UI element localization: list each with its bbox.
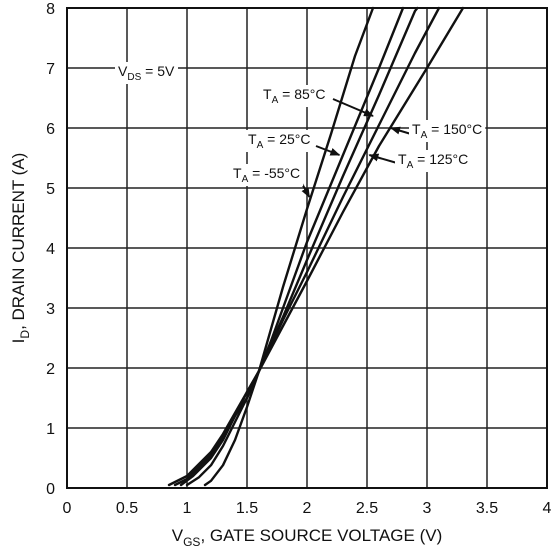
annotation-arrow-25c xyxy=(315,145,341,156)
curves xyxy=(167,6,465,487)
x-tick-label-8: 4 xyxy=(543,500,552,517)
x-axis-title: VGS, GATE SOURCE VOLTAGE (V) xyxy=(172,526,443,549)
x-tick-label-3: 1.5 xyxy=(236,500,258,517)
y-tick-label-3: 3 xyxy=(46,301,55,318)
annotation-background-85c xyxy=(260,85,329,107)
annotation-vds: VDS = 5V xyxy=(118,63,175,83)
x-tick-label-1: 0.5 xyxy=(116,500,138,517)
y-tick-label-8: 8 xyxy=(46,1,55,18)
x-tick-label-5: 2.5 xyxy=(356,500,378,517)
series-line-2 xyxy=(179,6,419,487)
y-axis-title: ID, DRAIN CURRENT (A) xyxy=(9,153,32,344)
annotation-background-vds xyxy=(115,62,178,84)
y-tick-label-4: 4 xyxy=(46,241,55,258)
annotation-background-150c xyxy=(409,120,486,142)
y-tick-label-2: 2 xyxy=(46,361,55,378)
x-tick-label-0: 0 xyxy=(63,500,72,517)
annotation-ta-85c: TA = 85°C xyxy=(263,86,325,106)
annotation-background-minus55c xyxy=(230,164,304,186)
x-tick-label-4: 2 xyxy=(303,500,312,517)
y-tick-label-7: 7 xyxy=(46,61,55,78)
series-line-4 xyxy=(167,6,465,487)
y-tick-label-5: 5 xyxy=(46,181,55,198)
x-tick-labels: 0 0.5 1 1.5 2 2.5 3 3.5 4 xyxy=(63,500,552,517)
x-tick-label-2: 1 xyxy=(183,500,192,517)
annotation-ta-25c: TA = 25°C xyxy=(248,131,310,151)
series-line-0 xyxy=(203,6,375,487)
y-tick-label-0: 0 xyxy=(46,481,55,498)
y-tick-labels: 0 1 2 3 4 5 6 7 8 xyxy=(46,1,55,498)
x-tick-label-6: 3 xyxy=(423,500,432,517)
x-tick-label-7: 3.5 xyxy=(476,500,498,517)
plot-frame xyxy=(66,7,548,489)
annotation-arrow-125c xyxy=(368,153,398,164)
annotation-background-125c xyxy=(395,150,472,172)
annotations: VDS = 5V TA = 85°C TA = 25°C TA = -55°C … xyxy=(115,62,486,198)
annotation-background-25c xyxy=(245,130,314,152)
y-tick-label-6: 6 xyxy=(46,121,55,138)
y-tick-label-1: 1 xyxy=(46,421,55,438)
annotation-arrow-85c xyxy=(332,98,374,117)
annotation-ta-125c: TA = 125°C xyxy=(398,151,468,171)
annotation-arrow-150c xyxy=(390,126,412,135)
annotation-ta-minus55c: TA = -55°C xyxy=(233,165,300,185)
annotation-ta-150c: TA = 150°C xyxy=(412,121,482,141)
